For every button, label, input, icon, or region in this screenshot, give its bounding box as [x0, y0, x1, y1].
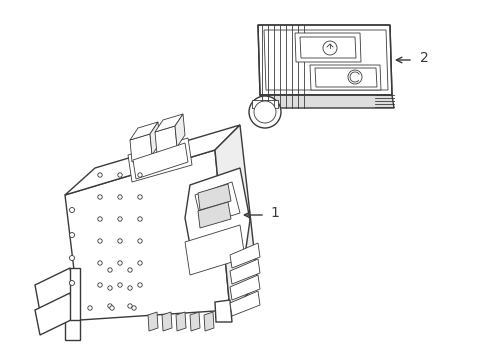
Circle shape [88, 306, 92, 310]
Polygon shape [162, 312, 172, 331]
Text: 2: 2 [420, 51, 429, 65]
Polygon shape [195, 182, 240, 225]
Polygon shape [128, 138, 192, 182]
Circle shape [108, 268, 112, 272]
Polygon shape [35, 268, 75, 312]
Circle shape [118, 195, 122, 199]
Circle shape [249, 96, 281, 128]
Polygon shape [204, 312, 214, 331]
Circle shape [70, 233, 74, 238]
Circle shape [138, 173, 142, 177]
Circle shape [98, 173, 102, 177]
Circle shape [138, 195, 142, 199]
Circle shape [132, 306, 136, 310]
Polygon shape [198, 202, 231, 228]
Polygon shape [190, 312, 200, 331]
Polygon shape [215, 300, 232, 322]
Circle shape [138, 217, 142, 221]
Polygon shape [300, 37, 356, 58]
Circle shape [98, 217, 102, 221]
Circle shape [118, 261, 122, 265]
Circle shape [348, 70, 362, 84]
Circle shape [98, 261, 102, 265]
Circle shape [323, 41, 337, 55]
Circle shape [128, 286, 132, 290]
Polygon shape [198, 184, 231, 210]
Circle shape [118, 173, 122, 177]
Circle shape [110, 306, 114, 310]
Polygon shape [215, 125, 258, 310]
Circle shape [98, 283, 102, 287]
Circle shape [70, 280, 74, 285]
Polygon shape [70, 268, 80, 320]
Polygon shape [155, 114, 183, 132]
Polygon shape [150, 122, 160, 155]
Polygon shape [35, 293, 75, 335]
Polygon shape [185, 168, 250, 272]
Circle shape [70, 207, 74, 212]
Polygon shape [230, 259, 260, 284]
Circle shape [128, 304, 132, 308]
Polygon shape [295, 33, 361, 62]
Polygon shape [230, 243, 260, 268]
Circle shape [70, 256, 74, 261]
Circle shape [108, 304, 112, 308]
Polygon shape [65, 125, 240, 195]
Polygon shape [148, 312, 158, 331]
Circle shape [128, 268, 132, 272]
Polygon shape [65, 318, 80, 340]
Polygon shape [230, 275, 260, 300]
Polygon shape [258, 25, 392, 95]
Polygon shape [185, 225, 245, 275]
Polygon shape [130, 122, 158, 140]
Text: 1: 1 [270, 206, 279, 220]
Polygon shape [310, 65, 381, 90]
Polygon shape [252, 100, 278, 108]
Circle shape [98, 239, 102, 243]
Polygon shape [176, 312, 186, 331]
Polygon shape [65, 150, 230, 320]
Polygon shape [130, 134, 152, 162]
Circle shape [118, 283, 122, 287]
Circle shape [138, 239, 142, 243]
Polygon shape [230, 291, 260, 316]
Circle shape [98, 195, 102, 199]
Polygon shape [315, 68, 377, 87]
Polygon shape [155, 126, 177, 154]
Polygon shape [260, 95, 394, 108]
Circle shape [118, 239, 122, 243]
Circle shape [118, 217, 122, 221]
Circle shape [108, 286, 112, 290]
Circle shape [138, 261, 142, 265]
Circle shape [138, 283, 142, 287]
Circle shape [254, 101, 276, 123]
Polygon shape [133, 143, 188, 179]
Polygon shape [175, 114, 185, 147]
